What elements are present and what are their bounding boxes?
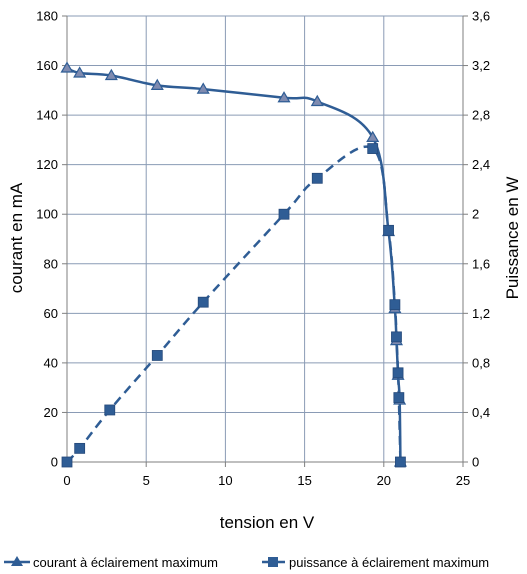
data-point-triangle xyxy=(196,82,210,94)
data-point-square xyxy=(389,299,401,311)
x-axis-ticks: 0 5 10 15 20 25 xyxy=(63,462,470,488)
y2-tick-label: 2,8 xyxy=(472,108,490,123)
legend: courant à éclairement maximum puissance … xyxy=(4,555,489,570)
series-line xyxy=(66,145,402,463)
y-tick-label: 0 xyxy=(51,455,58,470)
legend-label-puissance: puissance à éclairement maximum xyxy=(289,555,489,570)
y2-tick-label: 3,6 xyxy=(472,9,490,24)
y-tick-label: 60 xyxy=(44,306,58,321)
x-axis-title: tension en V xyxy=(220,513,315,532)
x-tick-label: 15 xyxy=(297,473,311,488)
data-point-square xyxy=(197,296,209,308)
data-point-square xyxy=(151,350,163,361)
y-axis-ticks: 0 20 40 60 80 100 120 140 160 180 xyxy=(36,9,67,470)
legend-square-icon xyxy=(268,557,278,567)
y2-tick-label: 1,2 xyxy=(472,306,490,321)
data-point-square xyxy=(391,331,402,343)
data-point-triangle xyxy=(60,61,74,73)
data-point-triangle xyxy=(73,66,87,78)
y2-tick-label: 1,6 xyxy=(472,256,490,271)
data-point-square xyxy=(61,456,73,468)
y2-axis-title: Puissance en W xyxy=(503,177,522,300)
series-layer xyxy=(60,61,407,468)
x-tick-label: 10 xyxy=(218,473,232,488)
y-tick-label: 100 xyxy=(36,207,58,222)
y-tick-label: 180 xyxy=(36,9,58,24)
data-point-square xyxy=(278,208,290,220)
data-point-triangle xyxy=(277,91,291,103)
x-tick-label: 25 xyxy=(456,473,470,488)
data-point-triangle xyxy=(150,78,164,90)
data-point-square xyxy=(393,392,405,403)
data-point-square xyxy=(367,143,379,154)
data-point-triangle xyxy=(366,130,380,143)
legend-triangle-icon xyxy=(11,556,23,566)
x-tick-label: 0 xyxy=(63,473,70,488)
grid xyxy=(66,15,464,463)
x-tick-label: 5 xyxy=(143,473,150,488)
data-point-triangle xyxy=(104,68,118,81)
y2-axis-ticks: 0 0,4 0,8 1,2 1,6 2 2,4 2,8 3,2 3,6 xyxy=(463,9,490,470)
y-tick-label: 80 xyxy=(44,256,58,271)
y2-tick-label: 0,8 xyxy=(472,355,490,370)
data-point-square xyxy=(74,442,86,454)
data-point-square xyxy=(311,172,323,184)
y-tick-label: 40 xyxy=(44,355,58,370)
data-point-square xyxy=(383,224,394,236)
y2-tick-label: 2,4 xyxy=(472,157,490,172)
series-puissance xyxy=(61,143,406,468)
data-point-square xyxy=(395,456,406,468)
y2-tick-label: 0 xyxy=(472,455,479,470)
legend-label-courant: courant à éclairement maximum xyxy=(33,555,218,570)
y2-tick-label: 2 xyxy=(472,207,479,222)
x-tick-label: 20 xyxy=(377,473,391,488)
data-point-square xyxy=(392,367,404,379)
y-tick-label: 160 xyxy=(36,58,58,73)
y-axis-title: courant en mA xyxy=(7,182,26,293)
data-point-triangle xyxy=(310,94,324,107)
y-tick-label: 120 xyxy=(36,157,58,172)
data-point-square xyxy=(104,404,116,416)
y2-tick-label: 0,4 xyxy=(472,405,490,420)
y-tick-label: 140 xyxy=(36,108,58,123)
y2-tick-label: 3,2 xyxy=(472,58,490,73)
y-tick-label: 20 xyxy=(44,405,58,420)
